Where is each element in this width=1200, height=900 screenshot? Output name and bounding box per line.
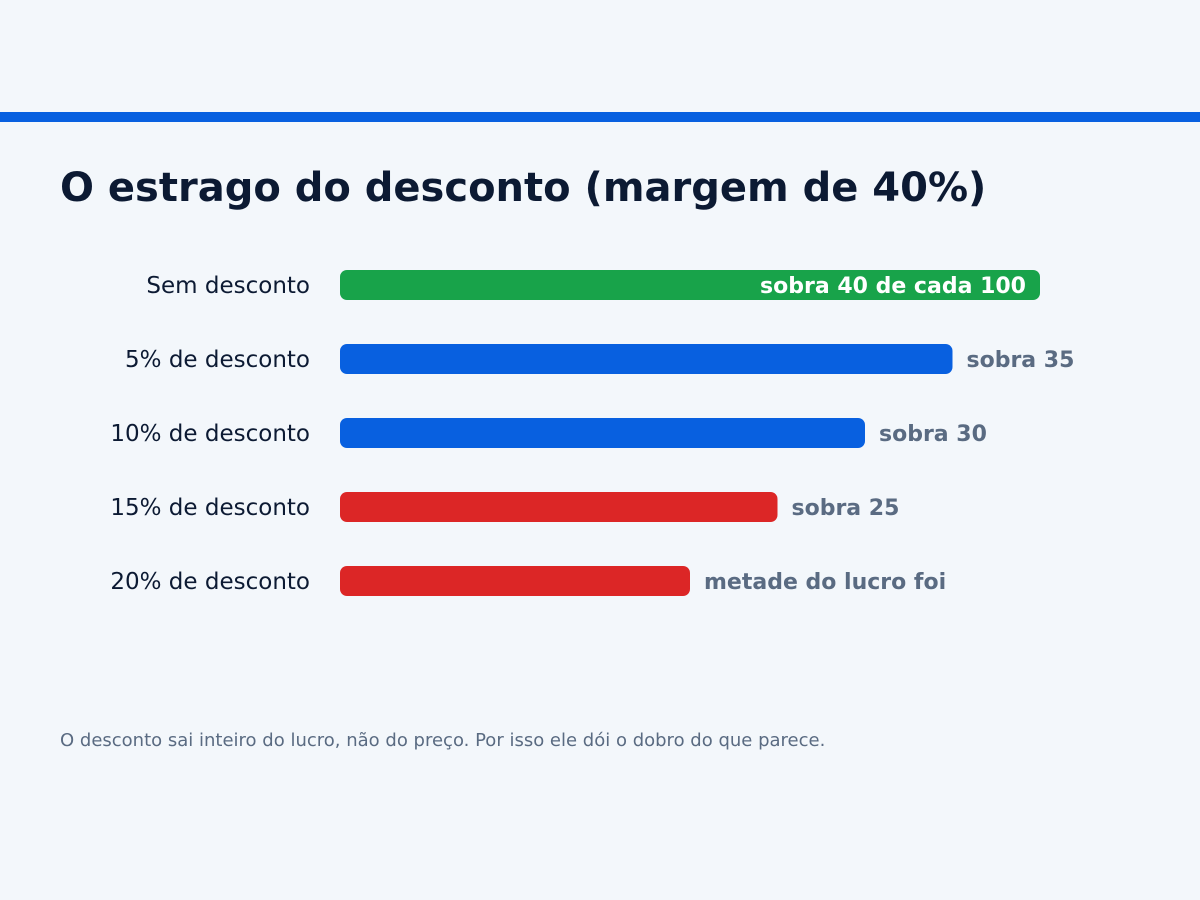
data-label: sobra 40 de cada 100 <box>760 274 1026 299</box>
data-label: sobra 30 <box>879 422 987 447</box>
category-label: 5% de desconto <box>125 347 310 373</box>
data-label: metade do lucro foi <box>704 570 946 595</box>
category-label: Sem desconto <box>146 273 310 299</box>
bar <box>340 344 953 374</box>
chart-title: O estrago do desconto (margem de 40%) <box>60 165 987 211</box>
category-label: 20% de desconto <box>110 569 310 595</box>
bar <box>340 270 1040 300</box>
category-label: 15% de desconto <box>110 495 310 521</box>
bar <box>340 492 778 522</box>
footnote: O desconto sai inteiro do lucro, não do … <box>60 730 826 751</box>
bar <box>340 566 690 596</box>
category-label: 10% de desconto <box>110 421 310 447</box>
data-label: sobra 25 <box>792 496 900 521</box>
data-label: sobra 35 <box>967 348 1075 373</box>
bar <box>340 418 865 448</box>
top-accent-rule <box>0 112 1200 122</box>
